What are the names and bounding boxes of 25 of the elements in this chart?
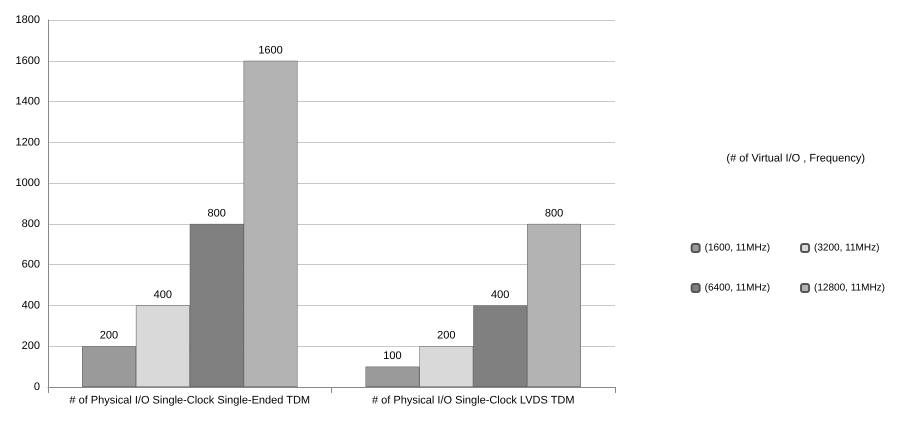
- legend-title: (# of Virtual I/O , Frequency): [726, 152, 866, 164]
- legend-label: (6400, 11MHz): [704, 282, 770, 294]
- x-tick-label: # of Physical I/O Single-Clock LVDS TDM: [372, 394, 575, 406]
- data-label: 800: [208, 207, 226, 220]
- y-tick-label: 1200: [16, 136, 40, 148]
- y-tick-label: 800: [22, 218, 40, 230]
- y-tick-label: 1400: [16, 96, 40, 108]
- data-label: 1600: [258, 44, 283, 56]
- data-label: 200: [437, 330, 456, 342]
- data-label: 200: [100, 330, 118, 342]
- data-label: 400: [154, 288, 172, 301]
- y-tick-label: 1600: [16, 54, 40, 67]
- y-tick-label: 0: [34, 381, 40, 393]
- legend-label: (1600, 11MHz): [704, 242, 770, 254]
- legend-label: (12800, 11MHz): [814, 282, 886, 294]
- y-tick-label: 1000: [16, 177, 40, 190]
- y-tick-label: 200: [22, 340, 40, 352]
- data-label: 800: [544, 207, 564, 220]
- x-tick-label: # of Physical I/O Single-Clock Single-Ended TDM: [69, 394, 310, 406]
- data-label: 400: [491, 288, 510, 301]
- y-tick-label: 1800: [16, 14, 40, 26]
- data-label: 100: [383, 350, 402, 362]
- y-tick-label: 600: [22, 258, 40, 271]
- y-tick-label: 400: [22, 299, 40, 312]
- legend-label: (3200, 11MHz): [814, 242, 880, 254]
